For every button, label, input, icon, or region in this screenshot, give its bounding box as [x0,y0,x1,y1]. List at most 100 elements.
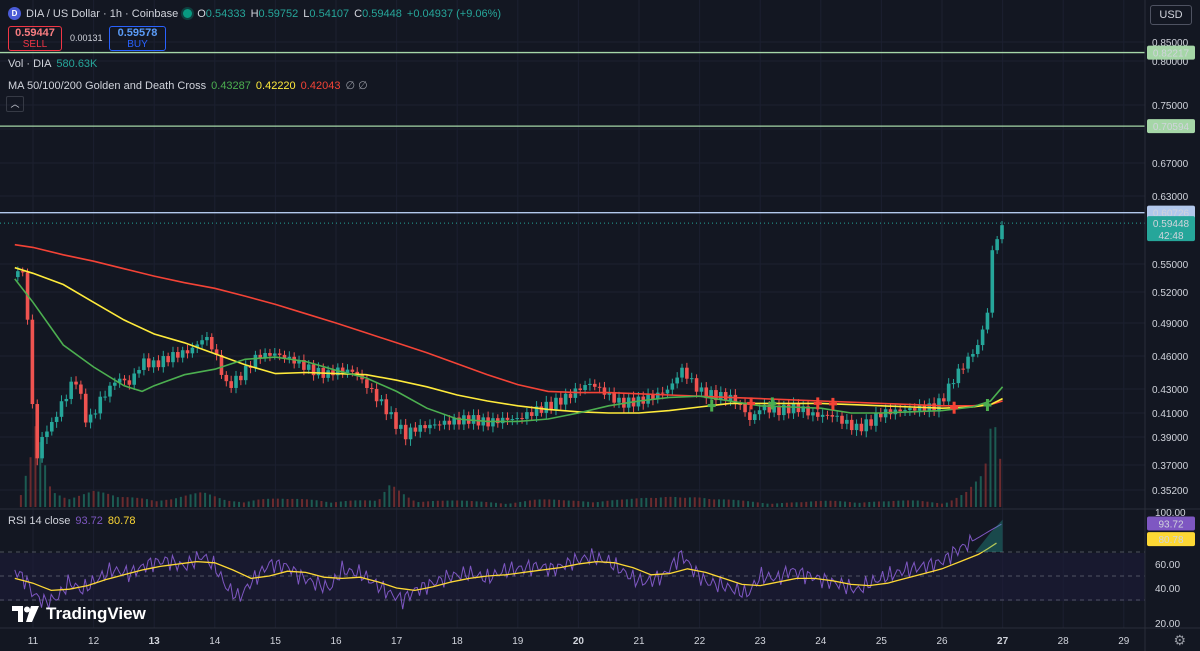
candle-body [583,385,587,391]
volume-bar [824,500,827,507]
rsi-legend[interactable]: RSI 14 close 93.72 80.78 [8,515,135,527]
countdown-tag: 42:48 [1158,231,1183,242]
volume-bar [621,499,624,507]
candle-body [98,396,103,414]
volume-bar [170,499,173,507]
volume-bar [368,500,371,507]
candle-body [980,329,985,346]
ma-extra-values: ∅ ∅ [345,80,368,92]
time-axis-label: 25 [876,636,888,647]
candle-body [79,384,83,394]
candle-body [525,412,529,419]
tradingview-logo[interactable]: TradingView [12,604,146,624]
low-label: L [303,7,310,20]
candle-body [835,415,839,417]
candle-body [16,271,20,278]
volume-bar [344,500,347,507]
volume-bar [868,501,871,507]
volume-bar [640,498,643,507]
buy-button[interactable]: 0.59578 BUY [109,26,166,51]
volume-bar [24,475,27,507]
volume-bar [78,495,81,507]
volume-bar [742,500,745,507]
moving-averages [14,243,1004,423]
volume-bar [625,499,628,507]
candle-body [117,378,122,383]
volume-label: Vol · DIA [8,58,52,70]
candle-body [602,387,607,395]
candle-body [258,354,263,359]
volume-bar [82,494,85,507]
candle-body [418,425,423,432]
volume-bar [654,498,657,507]
symbol-legend[interactable]: D DIA / US Dollar · 1h · Coinbase O 0.543… [8,7,501,20]
candle-body [559,397,563,405]
collapse-legend-button[interactable]: ︿ [6,96,24,112]
time-axis[interactable]: 11 12 13 14 15 16 17 18 19 20 21 22 23 24 25 26 27 28 29 [28,636,1130,647]
volume-bar [669,496,672,507]
candle-body [806,406,810,416]
candle-body [689,378,694,380]
candle-body [539,406,544,413]
symbol-title[interactable]: DIA / US Dollar · 1h · Coinbase [26,7,179,20]
candle-body [302,359,306,370]
horizontal-lines[interactable] [0,51,1145,224]
candle-body [311,364,316,376]
candle-body [127,380,132,385]
volume-bar [116,497,119,507]
candle-body [253,354,258,368]
volume-bar [591,502,594,507]
candle-body [782,404,786,416]
candle-body [93,413,98,415]
candle-body [791,402,796,414]
candle-body [146,358,151,368]
candle-body [714,390,718,401]
candle-body [762,404,767,411]
candle-body [505,417,510,420]
volume-bar [688,497,691,507]
volume-bar [737,500,740,507]
volume-bar [548,499,551,507]
volume-bar [378,499,381,507]
currency-select[interactable]: USD [1150,5,1192,25]
sell-button[interactable]: 0.59447 SELL [8,26,62,51]
candle-body [137,369,141,374]
candle-body [849,419,854,431]
settings-gear-icon[interactable]: ⚙ [1173,632,1186,648]
candle-body [840,415,844,424]
volume-legend[interactable]: Vol · DIA 580.63K [8,58,97,70]
cross-signal-h [950,406,959,410]
candle-body [549,401,553,410]
volume-bar [795,502,798,507]
candle-body [195,344,200,348]
candle-body [64,398,69,402]
candle-body [772,405,776,413]
candle-body [306,364,311,370]
time-axis-label: 22 [694,636,706,647]
rsi-label: RSI 14 close [8,515,71,527]
candle-body [510,419,515,421]
cross-signal-h [747,401,756,405]
candle-body [607,392,612,395]
price-axis[interactable]: 0.850000.800000.750000.700000.670000.630… [1152,38,1189,497]
candle-body [757,410,762,415]
volume-bar [524,501,527,507]
candle-body [185,350,190,354]
ma100-line [14,266,1003,414]
volume-bar [485,501,488,507]
candle-body [597,386,602,388]
volume-bar [189,494,192,507]
volume-bar [785,502,788,507]
volume-bar [616,499,619,507]
ma-legend[interactable]: MA 50/100/200 Golden and Death Cross 0.4… [8,79,368,93]
candle-body [971,354,975,357]
ma50-value: 0.43287 [211,79,251,92]
volume-bar [441,500,444,507]
time-axis-label: 26 [936,636,948,647]
candle-body [69,381,73,399]
rsi-value-tag-bg [1147,516,1195,531]
rsi-value-tag: 93.72 [1158,520,1183,531]
volume-bar [606,500,609,507]
volume-bar [238,501,241,507]
